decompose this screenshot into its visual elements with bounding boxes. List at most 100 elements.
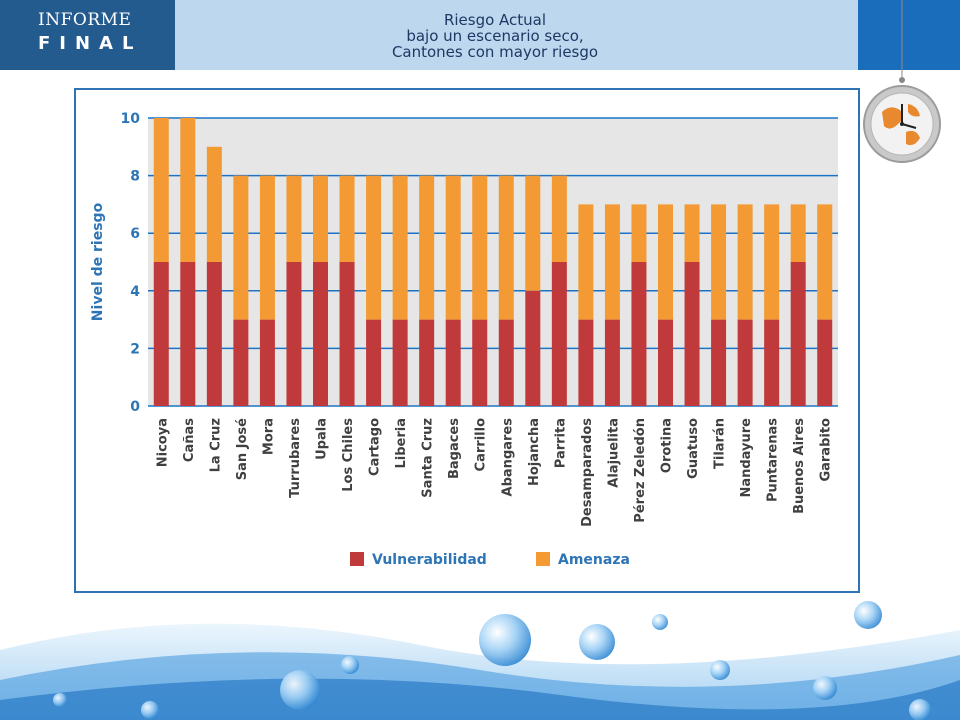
x-tick-label: La Cruz [208, 418, 223, 472]
plot-background [148, 118, 838, 406]
x-tick-label: Upala [315, 418, 330, 460]
bar-amenaza [180, 118, 196, 262]
legend: Vulnerabilidad Amenaza [350, 552, 630, 568]
x-tick-label: Cartago [368, 418, 383, 476]
bar-vulnerabilidad [498, 319, 514, 406]
clock-icon [863, 0, 941, 163]
bar-amenaza [684, 204, 700, 262]
x-tick-label: Cañas [182, 418, 197, 462]
legend-label-vulnerabilidad: Vulnerabilidad [372, 552, 487, 568]
bar-amenaza [498, 175, 514, 320]
bar-amenaza [711, 204, 727, 320]
bar-amenaza [206, 146, 222, 262]
y-tick-label: 4 [130, 284, 140, 300]
title-line2: bajo un escenario seco, [406, 27, 584, 45]
bar-amenaza [658, 204, 673, 320]
bar-vulnerabilidad [445, 319, 461, 406]
x-tick-label: Pérez Zeledón [633, 418, 648, 523]
bar-vulnerabilidad [206, 262, 222, 406]
x-tick-label: Desamparados [580, 418, 595, 527]
bar-amenaza [366, 175, 382, 320]
bar-amenaza [817, 204, 833, 320]
bar-vulnerabilidad [604, 319, 620, 406]
bar-amenaza [419, 175, 435, 320]
bar-vulnerabilidad [153, 262, 169, 406]
x-tick-label: San José [235, 418, 250, 480]
bar-vulnerabilidad [419, 319, 435, 406]
y-tick-label: 2 [130, 341, 140, 357]
bar-vulnerabilidad [392, 319, 408, 406]
bar-amenaza [790, 204, 806, 262]
bar-amenaza [392, 175, 408, 320]
bar-vulnerabilidad [313, 262, 328, 406]
legend-swatch-vulnerabilidad [350, 552, 364, 566]
x-tick-label: Nicoya [155, 418, 170, 467]
bar-vulnerabilidad [578, 319, 594, 406]
bar-vulnerabilidad [180, 262, 196, 406]
bar-vulnerabilidad [472, 319, 488, 406]
bar-amenaza [525, 175, 541, 291]
x-tick-label: Liberia [394, 418, 409, 469]
bar-amenaza [631, 204, 647, 262]
bar-vulnerabilidad [339, 262, 355, 406]
x-tick-label: Puntarenas [766, 418, 781, 502]
x-tick-label: Guatuso [686, 418, 701, 479]
bar-amenaza [472, 175, 488, 320]
bar-vulnerabilidad [525, 290, 541, 406]
chart-frame: 0 2 4 6 8 10 Nicoya Cañas La Cruz San José Mora Tu… [74, 88, 860, 593]
bar-vulnerabilidad [551, 262, 567, 406]
x-tick-label: Garabito [819, 418, 834, 482]
bar-vulnerabilidad [286, 262, 302, 406]
x-tick-label: Bagaces [447, 418, 462, 479]
y-axis-label: Nivel de riesgo [90, 202, 106, 321]
logo-line2: FINAL [38, 33, 143, 54]
bar-amenaza [551, 175, 567, 262]
bar-vulnerabilidad [366, 319, 382, 406]
legend-label-amenaza: Amenaza [558, 552, 630, 568]
y-tick-label: 10 [121, 111, 141, 127]
x-tick-label: Parrita [553, 418, 568, 468]
bar-amenaza [445, 175, 461, 320]
title-line3: Cantones con mayor riesgo [391, 43, 599, 61]
x-tick-label: Tilarán [713, 418, 728, 469]
bar-amenaza [604, 204, 620, 320]
water-decoration [0, 601, 960, 720]
bar-vulnerabilidad [817, 319, 833, 406]
x-tick-label: Turrubares [288, 418, 303, 498]
bar-vulnerabilidad [711, 319, 727, 406]
bars-layer [153, 118, 833, 406]
bar-vulnerabilidad [233, 319, 249, 406]
bar-vulnerabilidad [764, 319, 780, 406]
bar-vulnerabilidad [658, 319, 673, 406]
x-tick-label: Los Chiles [341, 418, 356, 492]
bar-amenaza [259, 175, 275, 320]
stacked-bar-chart: 0 2 4 6 8 10 Nicoya Cañas La Cruz San José Mora Tu… [90, 111, 838, 568]
bar-amenaza [313, 175, 328, 262]
x-tick-label: Buenos Aires [792, 418, 807, 514]
y-tick-labels: 0 2 4 6 8 10 [121, 111, 141, 415]
bar-vulnerabilidad [737, 319, 753, 406]
x-tick-label: Abangares [500, 418, 515, 497]
y-tick-label: 8 [130, 169, 140, 185]
x-tick-label: Carrillo [474, 418, 489, 472]
bar-amenaza [578, 204, 594, 320]
x-tick-label: Santa Cruz [421, 418, 436, 498]
bar-vulnerabilidad [631, 262, 647, 406]
bar-amenaza [153, 118, 169, 262]
bar-amenaza [286, 175, 302, 262]
x-tick-label: Hojancha [527, 418, 542, 486]
logo: INFORME FINAL [0, 0, 175, 70]
logo-line1: INFORME [38, 10, 132, 30]
bar-vulnerabilidad [259, 319, 275, 406]
x-tick-label: Mora [261, 418, 276, 455]
bar-amenaza [339, 175, 355, 262]
title-line1: Riesgo Actual [443, 11, 547, 29]
bar-vulnerabilidad [790, 262, 806, 406]
y-tick-label: 0 [130, 399, 140, 415]
x-tick-label: Orotina [660, 418, 675, 473]
x-tick-label: Alajuelita [606, 418, 621, 488]
x-tick-labels: Nicoya Cañas La Cruz San José Mora Turrubares… [155, 418, 833, 527]
legend-swatch-amenaza [536, 552, 550, 566]
bar-amenaza [233, 175, 249, 320]
bar-amenaza [764, 204, 780, 320]
